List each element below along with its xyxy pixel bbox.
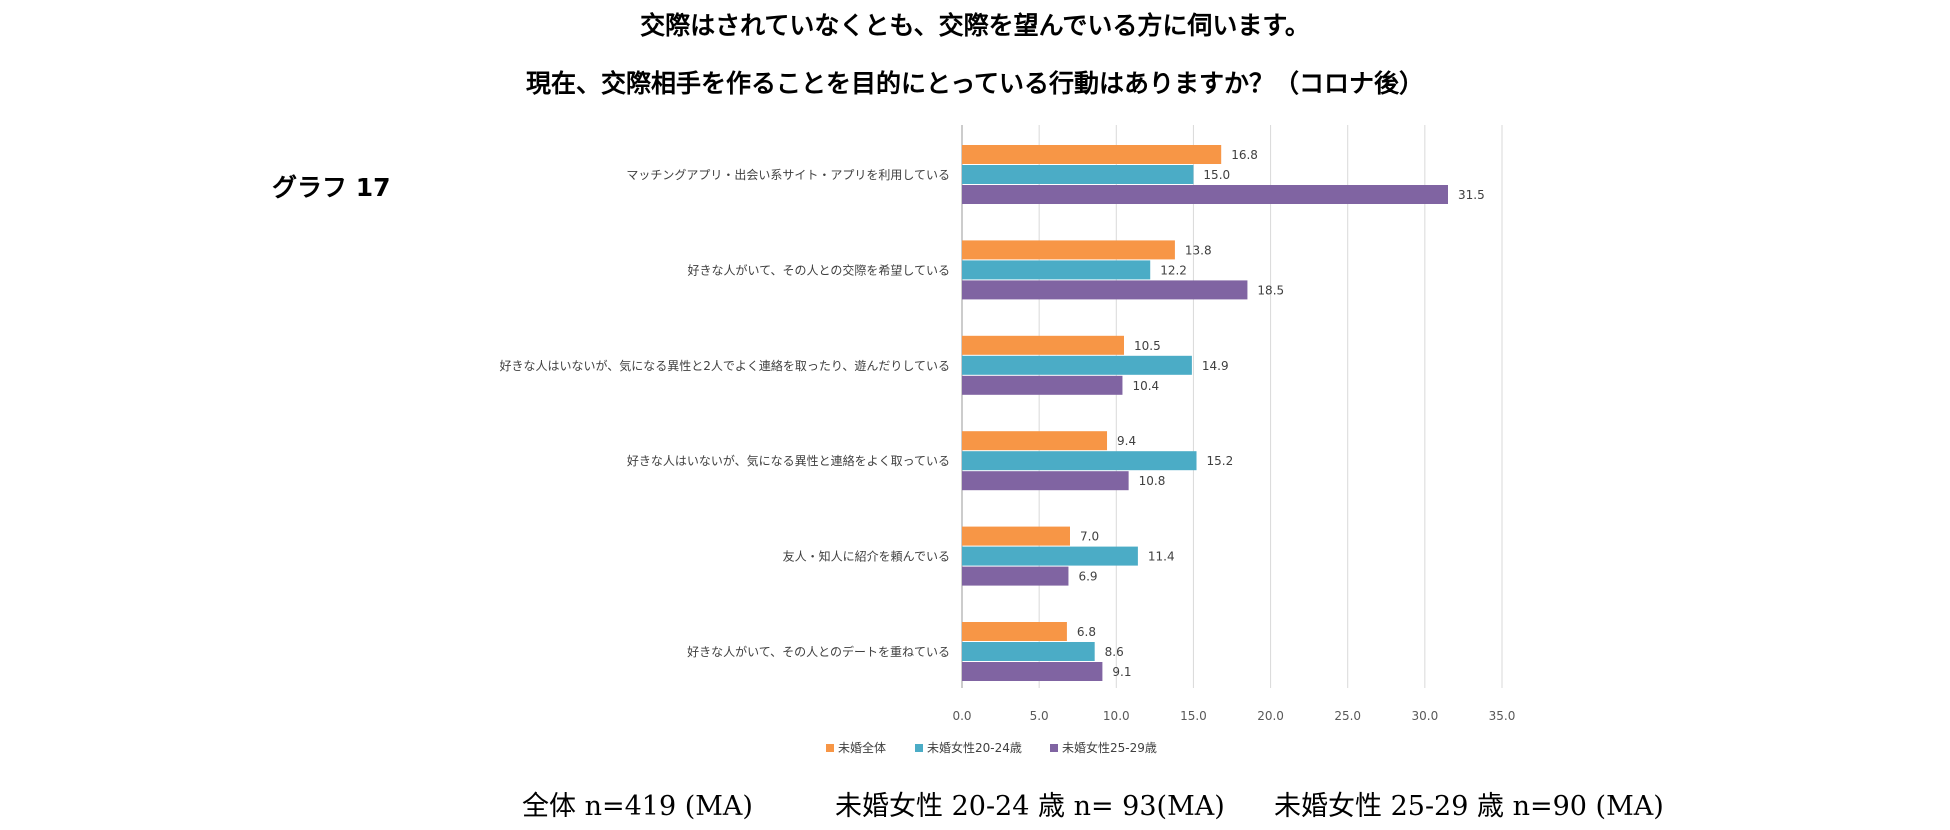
sample-size-all: 全体 n=419 (MA) xyxy=(522,791,753,822)
x-tick-label: 25.0 xyxy=(1334,709,1361,723)
x-tick-label: 35.0 xyxy=(1489,709,1516,723)
category-label: 好きな人はいないが、気になる異性と2人でよく連絡を取ったり、遊んだりしている xyxy=(499,358,950,373)
chart-title-intro: 交際はされていなくとも、交際を望んでいる方に伺います。 xyxy=(640,11,1310,40)
sample-size-women-25-29: 未婚女性 25-29 歳 n=90 (MA) xyxy=(1274,791,1664,822)
bar xyxy=(962,526,1070,546)
legend-swatch xyxy=(1050,744,1058,752)
legend-label: 未婚女性20-24歳 xyxy=(927,740,1022,755)
bar-value-label: 6.9 xyxy=(1078,570,1097,584)
x-tick-label: 15.0 xyxy=(1180,709,1207,723)
bar-value-label: 8.6 xyxy=(1105,645,1124,659)
bar xyxy=(962,145,1222,164)
category-label: 好きな人がいて、その人との交際を希望している xyxy=(687,262,950,277)
bar xyxy=(962,335,1124,355)
bar xyxy=(962,375,1123,395)
x-tick-label: 20.0 xyxy=(1257,709,1284,723)
sample-size-women-20-24: 未婚女性 20-24 歳 n= 93(MA) xyxy=(835,791,1225,822)
category-label: マッチングアプリ・出会い系サイト・アプリを利用している xyxy=(626,168,950,182)
bar-value-label: 31.5 xyxy=(1458,188,1485,202)
x-tick-label: 5.0 xyxy=(1030,709,1049,723)
legend-swatch xyxy=(826,744,834,752)
bar xyxy=(962,642,1095,661)
legend-swatch xyxy=(915,744,923,752)
bar-value-label: 11.4 xyxy=(1148,550,1175,564)
graph-number-label: グラフ 17 xyxy=(272,173,391,202)
bar-value-label: 15.0 xyxy=(1203,168,1230,182)
bar-value-label: 10.5 xyxy=(1134,339,1161,353)
bar xyxy=(962,451,1197,471)
x-tick-label: 30.0 xyxy=(1411,709,1438,723)
bar-value-label: 12.2 xyxy=(1160,263,1187,277)
category-label: 好きな人がいて、その人とのデートを重ねている xyxy=(687,644,950,659)
bar xyxy=(962,431,1108,451)
bar xyxy=(962,165,1194,184)
chart-title-question: 現在、交際相手を作ることを目的にとっている行動はありますか？（コロナ後） xyxy=(525,69,1424,98)
bar-value-label: 15.2 xyxy=(1207,454,1234,468)
x-tick-label: 10.0 xyxy=(1103,709,1130,723)
legend-label: 未婚全体 xyxy=(838,740,886,755)
bar xyxy=(962,546,1138,566)
bar-value-label: 9.1 xyxy=(1112,665,1131,679)
bar-value-label: 13.8 xyxy=(1185,243,1212,257)
x-tick-label: 0.0 xyxy=(952,709,971,723)
bar xyxy=(962,471,1129,491)
bar xyxy=(962,355,1192,375)
bar-value-label: 14.9 xyxy=(1202,359,1229,373)
bar xyxy=(962,662,1103,681)
category-label: 友人・知人に紹介を頼んでいる xyxy=(783,550,950,564)
category-label: 好きな人はいないが、気になる異性と連絡をよく取っている xyxy=(627,453,950,468)
legend-label: 未婚女性25-29歳 xyxy=(1062,740,1157,755)
bar-value-label: 10.4 xyxy=(1132,379,1159,393)
bar-value-label: 9.4 xyxy=(1117,434,1136,448)
bar-value-label: 6.8 xyxy=(1077,625,1096,639)
bar xyxy=(962,240,1175,260)
bar-value-label: 18.5 xyxy=(1257,283,1284,297)
bar xyxy=(962,260,1151,280)
bar xyxy=(962,566,1069,586)
bar xyxy=(962,280,1248,300)
bar-value-label: 7.0 xyxy=(1080,530,1099,544)
bar xyxy=(962,622,1067,641)
bar-value-label: 16.8 xyxy=(1231,148,1258,162)
bar-value-label: 10.8 xyxy=(1139,474,1166,488)
bar xyxy=(962,185,1448,204)
